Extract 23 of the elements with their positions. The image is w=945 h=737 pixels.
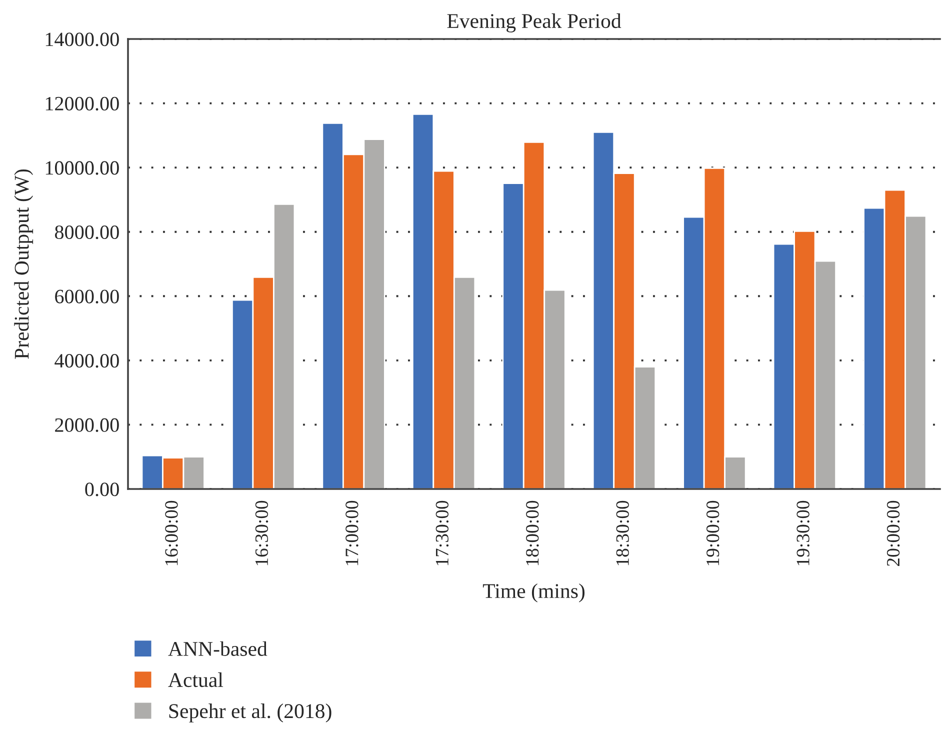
y-tick-label: 2000.00 [55,418,119,432]
x-axis-title: Time (mins) [482,583,585,602]
x-tick-label: 20:00:00 [886,500,900,566]
y-tick-label: 0.00 [85,482,119,496]
legend-label: Actual [168,672,224,688]
x-tick-label: 16:30:00 [255,500,268,566]
x-tick-label: 17:00:00 [346,500,358,566]
x-tick-label: 18:00:00 [526,500,539,566]
x-tick-label: 16:00:00 [165,500,178,566]
x-tick-label: 18:30:00 [616,500,629,566]
x-tick-label: 19:30:00 [796,500,810,566]
y-tick-label: 4000.00 [54,354,119,368]
legend-label: Sepehr et al. (2018) [169,704,332,722]
chart-title: Evening Peak Period [447,13,622,32]
legend-label: ANN-based [168,641,268,656]
y-tick-label: 10000.00 [46,161,119,175]
x-tick-label: 17:30:00 [436,500,449,566]
y-tick-label: 12000.00 [46,96,119,111]
y-tick-label: 8000.00 [54,225,119,240]
y-tick-label: 14000.00 [46,32,119,46]
y-tick-label: 6000.00 [55,290,119,304]
y-axis-title: Predicted Outpput (W) [14,169,34,359]
x-tick-label: 19:00:00 [706,500,720,566]
